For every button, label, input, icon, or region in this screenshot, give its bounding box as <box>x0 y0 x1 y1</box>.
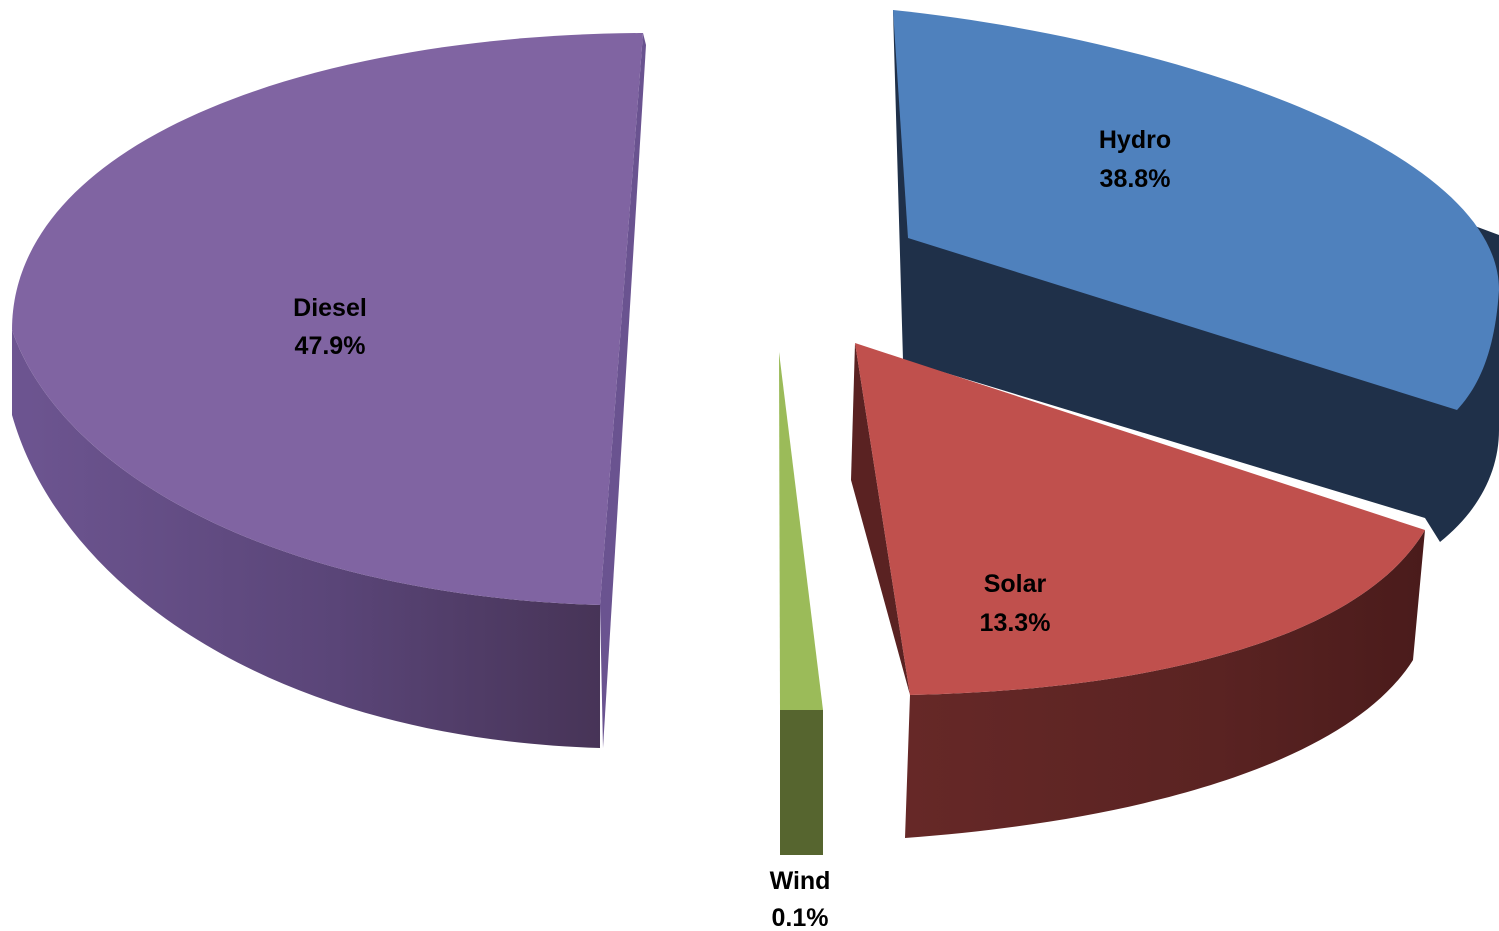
slice-solar-value: 13.3% <box>980 609 1051 637</box>
slice-solar[interactable]: Solar 13.3% <box>851 343 1425 838</box>
slice-diesel-side <box>12 330 600 748</box>
slice-solar-edge <box>851 343 910 695</box>
slice-solar-name: Solar <box>984 570 1047 598</box>
slice-hydro[interactable]: Hydro 38.8% <box>893 10 1499 542</box>
slice-diesel-edge <box>600 33 646 748</box>
slice-diesel[interactable]: Diesel 47.9% <box>12 33 646 748</box>
slice-hydro-name: Hydro <box>1099 126 1171 154</box>
slice-wind-side <box>780 710 823 855</box>
slice-wind-value: 0.1% <box>772 904 829 931</box>
slice-solar-side <box>905 530 1425 838</box>
slice-wind-top <box>779 352 823 710</box>
slice-diesel-value: 47.9% <box>295 332 366 360</box>
slice-wind-name: Wind <box>770 867 831 895</box>
slice-solar-top <box>855 343 1425 695</box>
slice-hydro-value: 38.8% <box>1100 165 1171 193</box>
slice-diesel-top <box>12 33 643 605</box>
slice-hydro-top <box>893 10 1499 410</box>
slice-diesel-name: Diesel <box>293 294 367 322</box>
slice-wind[interactable]: Wind 0.1% <box>770 352 831 931</box>
